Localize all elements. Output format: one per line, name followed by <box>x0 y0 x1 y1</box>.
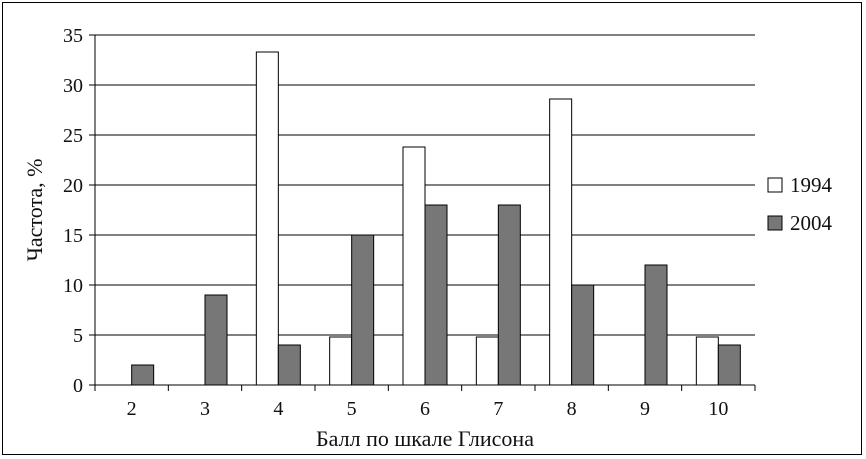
x-axis-label: Балл по шкале Глисона <box>316 426 534 451</box>
bar-1994-8 <box>549 98 573 386</box>
bar-2004-7 <box>497 204 521 386</box>
y-tick-label: 15 <box>63 225 83 247</box>
legend: 1994 2004 <box>767 173 833 235</box>
legend-swatch-2004 <box>767 215 783 231</box>
x-tick-labels: 2 3 4 5 6 7 8 9 10 <box>127 398 729 420</box>
x-tick-label: 10 <box>708 398 728 420</box>
y-tick-label: 20 <box>63 175 83 197</box>
y-tick-label: 25 <box>63 125 83 147</box>
y-tick-label: 5 <box>73 325 83 347</box>
x-tick-label: 8 <box>567 398 577 420</box>
bar-2004-5 <box>351 234 375 386</box>
y-tick-label: 35 <box>63 25 83 47</box>
bar-2004-8 <box>571 284 595 386</box>
legend-swatch-1994 <box>767 177 783 193</box>
x-tick-label: 9 <box>640 398 650 420</box>
axes <box>89 34 756 391</box>
bar-2004-10 <box>717 344 741 386</box>
bar-1994-7 <box>475 336 499 386</box>
legend-label-2004: 2004 <box>790 211 833 235</box>
y-axis-label: Частота, % <box>22 159 47 262</box>
bar-1994-10 <box>695 336 719 386</box>
y-tick-label: 0 <box>73 375 83 397</box>
bars <box>131 51 741 386</box>
x-tick-label: 4 <box>273 398 283 420</box>
x-tick-label: 6 <box>420 398 430 420</box>
legend-label-1994: 1994 <box>790 173 833 197</box>
x-tick-label: 5 <box>347 398 357 420</box>
y-tick-label: 10 <box>63 275 83 297</box>
bar-1994-5 <box>329 336 353 386</box>
bar-2004-3 <box>204 294 228 386</box>
bar-2004-6 <box>424 204 448 386</box>
bar-1994-4 <box>255 51 279 386</box>
bar-2004-4 <box>277 344 301 386</box>
x-tick-label: 3 <box>200 398 210 420</box>
bar-2004-9 <box>644 264 668 386</box>
x-tick-label: 2 <box>127 398 137 420</box>
bar-1994-6 <box>402 146 426 386</box>
bar-2004-2 <box>131 364 155 386</box>
y-tick-label: 30 <box>63 75 83 97</box>
x-tick-label: 7 <box>493 398 503 420</box>
y-tick-labels: 0 5 10 15 20 25 30 35 <box>63 25 83 397</box>
